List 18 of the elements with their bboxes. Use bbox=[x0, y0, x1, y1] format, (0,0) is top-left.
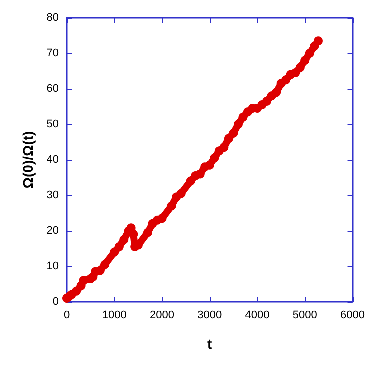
y-axis-title: Ω(0)/Ω(t) bbox=[20, 131, 36, 189]
y-tick-label: 10 bbox=[46, 260, 59, 272]
y-tick-label: 80 bbox=[46, 12, 59, 24]
y-tick-label: 70 bbox=[46, 48, 59, 60]
y-tick-label: 50 bbox=[46, 118, 59, 130]
x-tick-label: 1000 bbox=[102, 310, 127, 322]
x-tick-label: 5000 bbox=[292, 310, 318, 322]
y-tick-label: 40 bbox=[46, 154, 59, 166]
x-tick-label: 0 bbox=[64, 310, 70, 322]
y-tick-label: 60 bbox=[46, 83, 59, 95]
x-tick-label: 4000 bbox=[245, 310, 270, 322]
x-tick-label: 3000 bbox=[198, 310, 222, 322]
y-tick-label: 20 bbox=[46, 225, 59, 237]
x-axis-title: t bbox=[208, 336, 213, 352]
y-tick-label: 30 bbox=[46, 190, 59, 202]
x-tick-label: 2000 bbox=[150, 310, 174, 322]
x-tick-label: 6000 bbox=[340, 310, 366, 322]
y-tick-label: 0 bbox=[52, 296, 59, 308]
